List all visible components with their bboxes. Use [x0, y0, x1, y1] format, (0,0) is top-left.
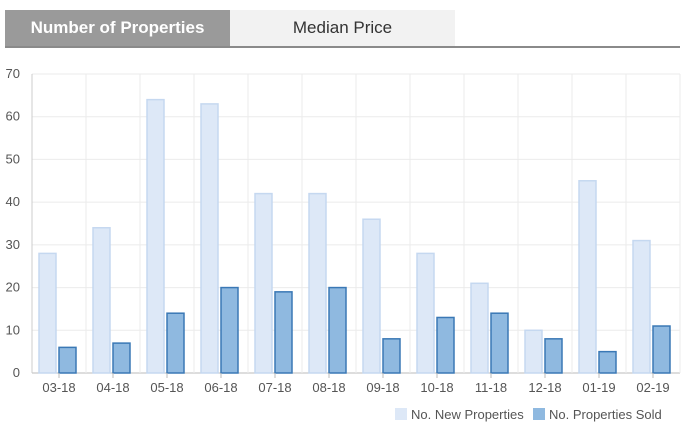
x-tick-label: 07-18 [258, 380, 291, 395]
bar-properties-sold [58, 346, 77, 374]
bar-new-properties [308, 192, 327, 374]
bar-new-properties [362, 218, 381, 374]
x-tick-label: 06-18 [204, 380, 237, 395]
legend-swatch-new-properties [395, 408, 407, 420]
bar-properties-sold [220, 286, 239, 374]
x-tick-label: 01-19 [582, 380, 615, 395]
bar-properties-sold [490, 312, 509, 374]
bar-properties-sold [112, 342, 131, 374]
x-tick-label: 11-18 [475, 380, 507, 395]
bar-properties-sold [166, 312, 185, 374]
bar-properties-sold [598, 350, 617, 374]
y-tick-label: 70 [6, 66, 20, 81]
legend-label-new-properties: No. New Properties [411, 407, 524, 422]
bar-properties-sold [274, 291, 293, 374]
bar-properties-sold [328, 286, 347, 374]
bar-new-properties [470, 282, 489, 374]
tab-median-price[interactable]: Median Price [230, 10, 455, 46]
x-tick-label: 04-18 [96, 380, 129, 395]
y-tick-label: 40 [6, 194, 20, 209]
x-tick-label: 09-18 [366, 380, 399, 395]
bar-new-properties [578, 180, 597, 374]
bar-properties-sold [382, 338, 401, 374]
y-tick-label: 50 [6, 151, 20, 166]
bar-new-properties [524, 329, 543, 374]
x-tick-label: 02-19 [636, 380, 669, 395]
bar-new-properties [632, 239, 651, 374]
y-tick-label: 30 [6, 237, 20, 252]
bar-properties-sold [652, 325, 671, 374]
legend-swatch-properties-sold [533, 408, 545, 420]
x-tick-label: 03-18 [42, 380, 75, 395]
y-tick-label: 20 [6, 280, 20, 295]
y-tick-label: 60 [6, 109, 20, 124]
y-tick-label: 0 [13, 365, 20, 380]
tab-number-of-properties[interactable]: Number of Properties [5, 10, 230, 46]
bar-properties-sold [436, 316, 455, 374]
bar-new-properties [200, 103, 219, 374]
tab-bar: Number of Properties Median Price [5, 10, 680, 48]
y-tick-label: 10 [6, 322, 20, 337]
bar-new-properties [38, 252, 57, 374]
x-tick-label: 12-18 [528, 380, 561, 395]
x-tick-label: 10-18 [420, 380, 453, 395]
bar-new-properties [254, 192, 273, 374]
bar-new-properties [92, 227, 111, 374]
x-tick-label: 05-18 [150, 380, 183, 395]
bar-properties-sold [544, 338, 563, 374]
x-tick-label: 08-18 [312, 380, 345, 395]
legend-label-properties-sold: No. Properties Sold [549, 407, 662, 422]
bar-new-properties [146, 98, 165, 374]
bar-new-properties [416, 252, 435, 374]
